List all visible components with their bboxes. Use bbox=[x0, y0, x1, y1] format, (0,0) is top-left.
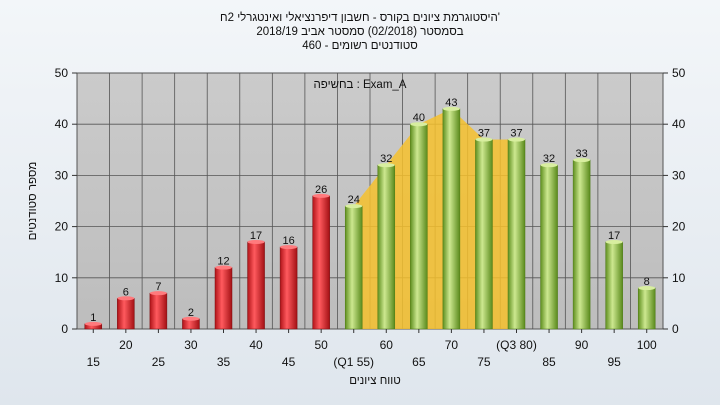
bar-35[interactable] bbox=[214, 267, 233, 330]
x-tick-label: 90 bbox=[575, 338, 589, 352]
data-label: 17 bbox=[608, 230, 620, 242]
bar-cap bbox=[149, 291, 167, 296]
y-tick-label: 40 bbox=[55, 117, 69, 131]
bar-25[interactable] bbox=[149, 292, 168, 330]
bars bbox=[84, 106, 656, 330]
data-label: 32 bbox=[380, 153, 392, 165]
data-label: 7 bbox=[155, 281, 161, 293]
data-label: 2 bbox=[188, 307, 194, 319]
bar-cap bbox=[312, 193, 330, 198]
bar-cap bbox=[345, 204, 363, 209]
bar-70[interactable] bbox=[442, 108, 461, 330]
chart-title-line: היסטוגרמת ציונים בקורס - חשבון דיפרנציאל… bbox=[220, 11, 500, 24]
data-label: 37 bbox=[510, 128, 522, 140]
x-tick-label: 65 bbox=[412, 355, 426, 369]
bar-20[interactable] bbox=[117, 298, 135, 330]
x-tick-label: 20 bbox=[119, 338, 133, 352]
gridlines bbox=[76, 73, 664, 329]
data-label: 40 bbox=[413, 112, 425, 124]
exam-annotation: בחשיפה : Exam_A bbox=[314, 79, 407, 91]
bar-cap bbox=[475, 137, 493, 142]
bar-75[interactable] bbox=[475, 139, 493, 330]
y-tick-label-right: 40 bbox=[672, 117, 686, 131]
bar-cap bbox=[540, 163, 558, 168]
data-label: 37 bbox=[478, 128, 490, 140]
bar-cap bbox=[117, 296, 135, 301]
chart-title-block: היסטוגרמת ציונים בקורס - חשבון דיפרנציאל… bbox=[220, 11, 500, 52]
data-label: 1 bbox=[90, 312, 96, 324]
y-tick-label-right: 20 bbox=[672, 220, 686, 234]
bar-60[interactable] bbox=[377, 164, 396, 330]
data-label: 26 bbox=[315, 184, 327, 196]
x-tick-label: 35 bbox=[217, 355, 231, 369]
bar-50[interactable] bbox=[312, 195, 330, 330]
y-tick-label-right: 10 bbox=[672, 271, 686, 285]
bar-cap bbox=[280, 245, 298, 250]
y-axis-label: מספר סטודנטים bbox=[27, 162, 39, 241]
x-tick-label: 25 bbox=[152, 355, 166, 369]
data-label: 8 bbox=[644, 276, 650, 288]
bar-95[interactable] bbox=[605, 241, 623, 330]
x-tick-label: 45 bbox=[282, 355, 296, 369]
chart-title-line: בסמסטר (02/2018) סמסטר אביב 2018/19 bbox=[256, 26, 463, 38]
y-tick-label: 50 bbox=[55, 66, 69, 80]
data-label: 24 bbox=[348, 194, 360, 206]
y-axis-left: 0 10 20 30 40 50 bbox=[55, 66, 77, 336]
data-label: 32 bbox=[543, 153, 555, 165]
y-tick-label-right: 30 bbox=[672, 168, 686, 182]
chart-title-line: סטודנטים רשומים - 460 bbox=[302, 40, 418, 52]
bar-90[interactable] bbox=[572, 159, 591, 330]
y-tick-label: 10 bbox=[55, 271, 69, 285]
bar-cap bbox=[442, 106, 460, 111]
bar-55[interactable] bbox=[344, 205, 363, 330]
x-tick-label: 40 bbox=[249, 338, 263, 352]
bar-100[interactable] bbox=[637, 287, 656, 330]
bar-40[interactable] bbox=[247, 241, 265, 330]
x-tick-label: 50 bbox=[314, 338, 328, 352]
x-axis-label: טווח ציונים bbox=[349, 375, 401, 387]
bar-80[interactable] bbox=[507, 139, 526, 330]
x-tick-label: (Q1 55) bbox=[333, 355, 374, 369]
x-tick-label: 30 bbox=[184, 338, 198, 352]
x-axis: 15 20 25 30 35 40 45 50 (Q1 55) 60 65 70 75 (Q3 80) 85… bbox=[87, 329, 657, 369]
x-tick-label: 100 bbox=[637, 338, 657, 352]
bar-cap bbox=[182, 316, 200, 321]
bar-cap bbox=[215, 265, 232, 270]
y-tick-label: 0 bbox=[61, 322, 68, 336]
bar-cap bbox=[508, 137, 525, 142]
bar-cap bbox=[573, 158, 591, 163]
bar-cap bbox=[377, 163, 395, 168]
data-label: 16 bbox=[282, 235, 294, 247]
bar-cap bbox=[247, 239, 265, 244]
y-axis-right: 0 10 20 30 40 50 bbox=[663, 66, 686, 336]
data-label: 17 bbox=[250, 230, 262, 242]
data-label: 6 bbox=[123, 286, 129, 298]
x-tick-label: 60 bbox=[380, 338, 394, 352]
bar-45[interactable] bbox=[279, 246, 298, 330]
bar-cap bbox=[605, 239, 623, 244]
bar-cap bbox=[638, 286, 656, 291]
y-tick-label-right: 50 bbox=[672, 66, 686, 80]
y-tick-label: 20 bbox=[55, 220, 69, 234]
bar-cap bbox=[410, 122, 428, 127]
data-label: 43 bbox=[445, 97, 457, 109]
bar-cap bbox=[84, 321, 102, 326]
x-tick-label: (Q3 80) bbox=[496, 338, 537, 352]
x-tick-label: 85 bbox=[542, 355, 556, 369]
y-tick-label-right: 0 bbox=[672, 322, 679, 336]
data-label: 12 bbox=[217, 256, 229, 268]
x-tick-label: 70 bbox=[445, 338, 459, 352]
data-label: 33 bbox=[575, 148, 587, 160]
bar-65[interactable] bbox=[410, 123, 428, 330]
x-tick-label: 75 bbox=[477, 355, 491, 369]
x-tick-label: 95 bbox=[607, 355, 621, 369]
bar-85[interactable] bbox=[540, 164, 558, 330]
y-tick-label: 30 bbox=[55, 168, 69, 182]
x-tick-label: 15 bbox=[87, 355, 101, 369]
